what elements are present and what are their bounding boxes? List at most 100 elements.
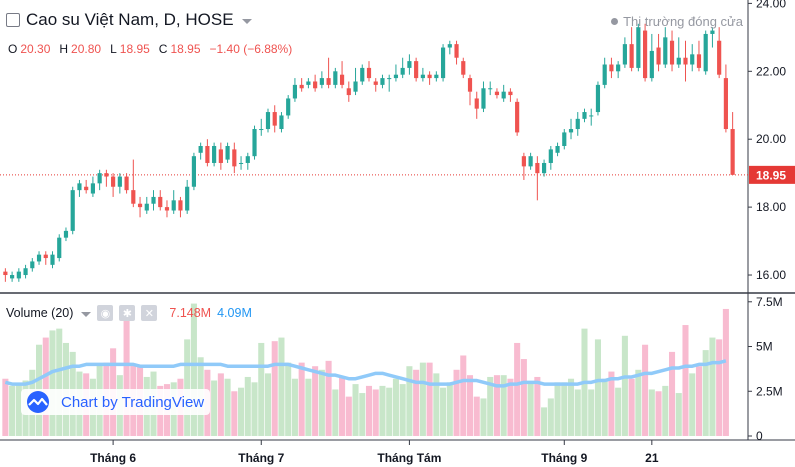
tradingview-logo-icon — [27, 391, 49, 413]
candle-body — [730, 129, 735, 175]
volume-bar — [285, 362, 292, 436]
volume-bar — [352, 384, 359, 436]
volume-bar — [224, 378, 231, 436]
candle-body — [171, 200, 176, 211]
candle-body — [676, 57, 681, 65]
volume-bar — [682, 325, 689, 436]
time-tick-label: Tháng 9 — [541, 451, 587, 465]
candle-body — [16, 271, 21, 279]
chevron-down-icon[interactable] — [241, 19, 252, 24]
candle-body — [521, 156, 526, 167]
candle-body — [373, 81, 378, 85]
candle-body — [57, 237, 62, 259]
volume-bar — [184, 339, 191, 436]
chevron-down-icon[interactable] — [81, 312, 92, 317]
candle-body — [723, 78, 728, 130]
candle-body — [407, 61, 412, 68]
chart-legend: Cao su Việt Nam, D, HOSE — [6, 10, 252, 30]
volume-bar — [453, 369, 460, 436]
price-tick-label: 16.00 — [756, 268, 786, 282]
candle-body — [447, 44, 452, 48]
candle-body — [568, 129, 574, 133]
candle-body — [306, 81, 311, 85]
volume-bar — [615, 387, 622, 436]
candle-body — [669, 40, 675, 65]
candle-body — [387, 78, 392, 80]
candle-body — [339, 74, 345, 85]
volume-bar — [440, 387, 447, 436]
candle-body — [461, 61, 466, 75]
candle-body — [212, 146, 217, 163]
candle-body — [124, 176, 129, 191]
candle-body — [326, 78, 331, 85]
volume-bar — [258, 342, 265, 436]
volume-bar — [709, 337, 716, 436]
volume-bar — [291, 378, 298, 436]
candle-body — [609, 64, 614, 72]
candle-body — [313, 81, 318, 89]
candle-body — [380, 78, 385, 85]
candle-body — [481, 88, 486, 109]
candle-body — [232, 149, 237, 167]
price-tick-label: 24.00 — [756, 0, 786, 10]
volume-bar — [392, 378, 399, 436]
volume-title[interactable]: Volume (20) — [6, 306, 74, 320]
volume-bar — [413, 369, 420, 436]
close-icon[interactable]: ✕ — [141, 305, 158, 321]
candle-body — [292, 84, 298, 99]
candle-body — [137, 203, 143, 208]
candle-body — [23, 268, 28, 276]
volume-bar — [722, 308, 729, 436]
volume-value: 7.148M — [169, 306, 212, 320]
volume-bar — [500, 375, 507, 436]
gear-icon[interactable]: ✱ — [119, 305, 136, 321]
volume-bar — [419, 362, 426, 436]
candle-body — [414, 61, 419, 79]
time-tick-label: Tháng 7 — [238, 451, 284, 465]
candle-body — [117, 176, 122, 187]
volume-bar — [541, 407, 548, 436]
tradingview-watermark[interactable]: Chart by TradingView — [21, 389, 211, 415]
candle-body — [434, 74, 439, 79]
volume-bar — [271, 341, 278, 436]
candle-body — [259, 129, 264, 131]
volume-bar — [251, 382, 258, 436]
candle-body — [454, 44, 459, 58]
candle-body — [97, 173, 102, 184]
candle-body — [683, 57, 688, 65]
collapse-icon[interactable] — [6, 13, 20, 27]
eye-icon[interactable]: ◉ — [97, 305, 114, 321]
volume-bar — [473, 396, 480, 436]
volume-bar — [668, 351, 676, 436]
ohlc-open: O 20.30 — [8, 42, 51, 56]
volume-bar — [325, 360, 332, 436]
symbol-title[interactable]: Cao su Việt Nam, D, HOSE — [26, 10, 234, 29]
volume-bar — [372, 389, 379, 436]
volume-bar — [520, 359, 527, 436]
volume-bar — [574, 389, 581, 436]
candle-body — [643, 30, 648, 79]
price-tick-label: 22.00 — [756, 64, 786, 78]
candle-body — [279, 115, 284, 130]
last-price-label: 18.95 — [756, 168, 786, 182]
candle-body — [582, 112, 587, 119]
candle-body — [90, 183, 95, 194]
volume-bar — [628, 378, 635, 436]
candle-body — [690, 54, 695, 65]
candle-body — [400, 67, 405, 75]
candle-body — [494, 91, 500, 96]
ohlc-low: L 18.95 — [110, 42, 150, 56]
candle-body — [3, 271, 8, 276]
candle-body — [622, 44, 627, 65]
candle-body — [393, 74, 399, 79]
volume-bar — [695, 366, 702, 436]
volume-tick-label: 0 — [756, 429, 763, 443]
candle-body — [636, 27, 641, 68]
volume-bar — [561, 382, 568, 436]
volume-bar — [702, 350, 709, 436]
candle-body — [575, 118, 580, 130]
candle-body — [286, 98, 291, 116]
volume-bar — [480, 398, 487, 436]
time-tick-label: Tháng 6 — [90, 451, 136, 465]
candle-body — [272, 112, 277, 126]
